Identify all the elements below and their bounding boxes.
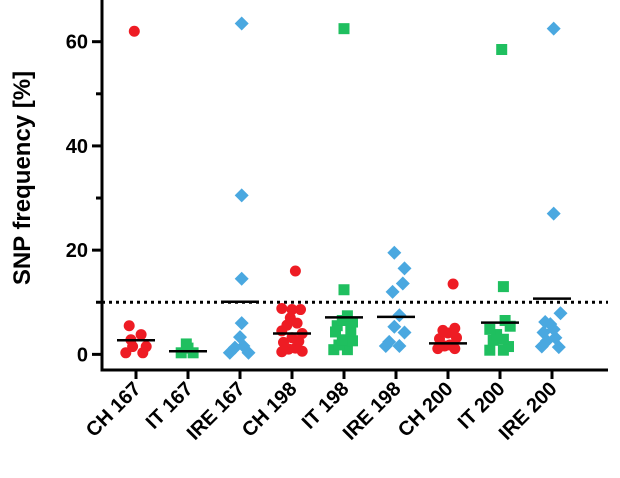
- data-point-diamond: [385, 284, 400, 299]
- data-point-circle: [437, 324, 449, 336]
- x-tick-label: CH 167: [82, 378, 146, 442]
- y-tick-label: 60: [66, 32, 88, 54]
- data-point-circle: [289, 265, 301, 277]
- data-point-square: [338, 284, 350, 296]
- data-point-circle: [449, 322, 461, 334]
- data-point-square: [484, 323, 496, 335]
- data-point-circle: [278, 336, 289, 348]
- data-point-circle: [123, 320, 135, 332]
- data-point-diamond: [546, 21, 561, 36]
- data-point-diamond: [234, 188, 249, 203]
- data-point-circle: [295, 304, 306, 316]
- y-tick-label: 20: [66, 240, 88, 262]
- data-point-square: [499, 314, 511, 326]
- data-point-diamond: [382, 334, 397, 349]
- x-tick-label: CH 200: [394, 378, 458, 442]
- data-point-square: [338, 23, 350, 35]
- x-tick-label: IRE 200: [495, 378, 562, 445]
- data-point-circle: [135, 329, 147, 341]
- data-point-diamond: [234, 271, 249, 286]
- data-point-diamond: [397, 261, 412, 276]
- data-point-circle: [140, 341, 152, 353]
- data-point-diamond: [392, 308, 407, 323]
- data-point-square: [336, 334, 348, 346]
- data-point-square: [345, 325, 357, 337]
- data-point-circle: [447, 278, 459, 290]
- data-point-square: [504, 320, 516, 332]
- data-point-square: [330, 326, 341, 338]
- y-tick-label: 40: [66, 136, 88, 158]
- data-point-diamond: [397, 325, 412, 340]
- data-point-square: [497, 333, 509, 345]
- data-point-square: [487, 334, 499, 346]
- data-point-circle: [284, 312, 296, 324]
- data-point-square: [497, 281, 509, 293]
- data-point-square: [503, 341, 514, 353]
- data-point-diamond: [536, 325, 551, 340]
- data-point-circle: [286, 304, 298, 316]
- data-point-diamond: [234, 316, 249, 331]
- data-point-diamond: [387, 319, 402, 334]
- data-point-square: [341, 344, 353, 356]
- data-point-circle: [434, 333, 445, 345]
- data-point-square: [491, 329, 503, 341]
- y-tick-label: 0: [77, 344, 88, 366]
- data-point-diamond: [538, 315, 553, 330]
- data-point-diamond: [234, 16, 249, 31]
- data-point-diamond: [392, 339, 407, 354]
- data-point-circle: [451, 332, 462, 344]
- data-point-diamond: [546, 206, 561, 221]
- data-point-diamond: [387, 245, 402, 260]
- data-point-diamond: [233, 330, 247, 345]
- data-point-square: [175, 347, 187, 359]
- data-point-circle: [128, 25, 140, 37]
- data-point-square: [180, 338, 192, 350]
- y-axis-title: SNP frequency [%]: [9, 71, 36, 285]
- x-tick-label: CH 198: [238, 378, 302, 442]
- data-point-square: [347, 316, 358, 328]
- data-points-layer: [120, 16, 568, 360]
- x-tick-label: IRE 198: [339, 378, 406, 445]
- mean-bars-layer: [117, 297, 571, 353]
- data-point-square: [347, 335, 358, 347]
- data-point-diamond: [395, 276, 410, 291]
- data-point-diamond: [553, 306, 568, 321]
- data-point-square: [484, 344, 496, 356]
- data-point-square: [341, 310, 353, 322]
- data-point-circle: [286, 332, 298, 344]
- data-point-circle: [276, 303, 288, 315]
- data-point-square: [496, 44, 508, 56]
- x-tick-label: IRE 167: [183, 378, 250, 445]
